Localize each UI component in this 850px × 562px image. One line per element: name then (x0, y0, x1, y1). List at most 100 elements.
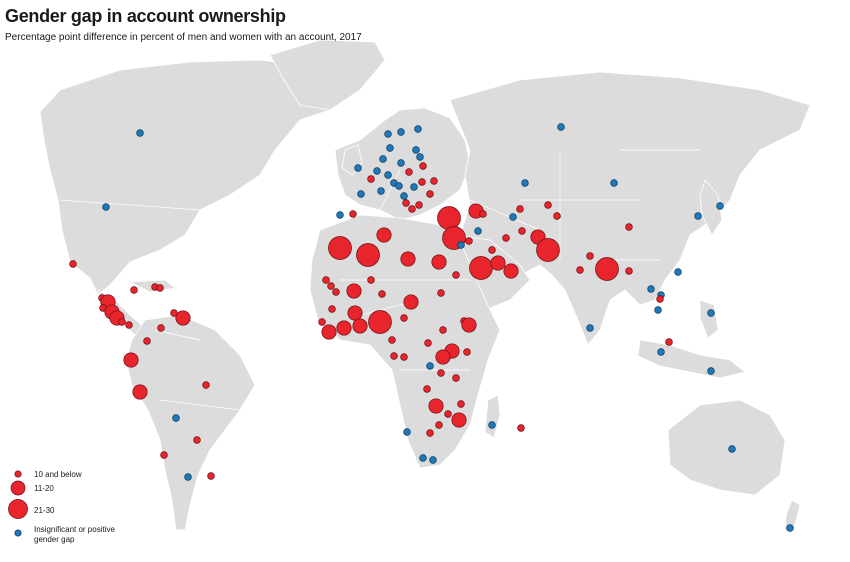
landmass-madagascar (484, 394, 501, 439)
country-marker-insignificant (694, 212, 702, 220)
country-marker-gap (321, 324, 337, 340)
country-marker-insignificant (707, 367, 715, 375)
country-marker-gap (452, 374, 460, 382)
country-marker-gap (461, 317, 477, 333)
country-marker-gap (451, 412, 467, 428)
country-marker-gap (207, 472, 215, 480)
country-marker-gap (415, 201, 423, 209)
country-marker-insignificant (395, 182, 403, 190)
country-marker-insignificant (354, 164, 362, 172)
landmass-south-america (125, 314, 256, 531)
country-marker-insignificant (647, 285, 655, 293)
country-marker-gap (439, 326, 447, 334)
country-marker-gap (428, 398, 444, 414)
country-marker-insignificant (728, 445, 736, 453)
country-marker-gap (118, 318, 126, 326)
country-marker-insignificant (707, 309, 715, 317)
landmass-philippines (699, 299, 719, 339)
country-marker-gap (193, 436, 201, 444)
country-marker-gap (424, 339, 432, 347)
country-marker-insignificant (557, 123, 565, 131)
country-marker-gap (123, 352, 139, 368)
country-marker-gap (435, 349, 451, 365)
country-marker-insignificant (397, 128, 405, 136)
legend-label-large: 21-30 (34, 506, 55, 515)
country-marker-insignificant (377, 187, 385, 195)
country-marker-gap (469, 256, 493, 280)
country-marker-insignificant (379, 155, 387, 163)
country-marker-gap (356, 243, 380, 267)
country-marker-insignificant (419, 454, 427, 462)
legend-swatch-small (14, 470, 22, 478)
country-marker-insignificant (386, 144, 394, 152)
country-marker-gap (347, 305, 363, 321)
country-marker-insignificant (474, 227, 482, 235)
country-marker-gap (390, 352, 398, 360)
country-marker-insignificant (136, 129, 144, 137)
country-marker-insignificant (373, 167, 381, 175)
legend-swatch-insignificant (14, 529, 22, 537)
country-marker-gap (156, 284, 164, 292)
country-marker-insignificant (414, 125, 422, 133)
legend: 10 and below 11-20 21-30 Insignificant o… (8, 470, 115, 544)
marker-layer (69, 123, 794, 532)
country-marker-gap (431, 254, 447, 270)
country-marker-gap (553, 212, 561, 220)
country-marker-gap (376, 227, 392, 243)
country-marker-gap (463, 348, 471, 356)
legend-label-insignificant-line2: gender gap (34, 535, 75, 544)
country-marker-gap (403, 294, 419, 310)
country-marker-gap (544, 201, 552, 209)
country-marker-gap (423, 385, 431, 393)
country-marker-gap (143, 337, 151, 345)
country-marker-insignificant (400, 192, 408, 200)
country-marker-insignificant (184, 473, 192, 481)
country-marker-gap (332, 288, 340, 296)
country-marker-gap (419, 162, 427, 170)
legend-label-small: 10 and below (34, 470, 82, 479)
map-subtitle: Percentage point difference in percent o… (5, 32, 362, 43)
country-marker-insignificant (357, 190, 365, 198)
landmass-australia (667, 399, 786, 496)
country-marker-gap (202, 381, 210, 389)
country-marker-gap (352, 318, 368, 334)
country-marker-gap (349, 210, 357, 218)
country-marker-insignificant (716, 202, 724, 210)
country-marker-insignificant (457, 241, 465, 249)
country-marker-gap (586, 252, 594, 260)
country-marker-gap (490, 255, 506, 271)
country-marker-gap (665, 338, 673, 346)
country-marker-insignificant (412, 146, 420, 154)
country-marker-gap (327, 282, 335, 290)
country-marker-gap (328, 236, 352, 260)
country-marker-insignificant (610, 179, 618, 187)
country-marker-insignificant (336, 211, 344, 219)
country-marker-gap (336, 320, 352, 336)
country-marker-gap (400, 353, 408, 361)
landmass-indonesia (637, 339, 746, 379)
landmass-asia (449, 71, 811, 346)
country-marker-gap (368, 310, 392, 334)
country-marker-gap (437, 369, 445, 377)
country-marker-gap (402, 199, 410, 207)
country-marker-gap (457, 400, 465, 408)
country-marker-gap (400, 314, 408, 322)
country-marker-insignificant (384, 130, 392, 138)
country-marker-gap (430, 177, 438, 185)
country-marker-gap (426, 429, 434, 437)
map-title: Gender gap in account ownership (5, 6, 286, 26)
country-marker-insignificant (509, 213, 517, 221)
country-marker-insignificant (416, 153, 424, 161)
country-marker-gap (518, 227, 526, 235)
country-marker-gap (435, 421, 443, 429)
country-marker-gap (157, 324, 165, 332)
country-marker-gap (517, 424, 525, 432)
country-marker-gap (536, 238, 560, 262)
country-marker-gap (516, 205, 524, 213)
country-marker-insignificant (410, 183, 418, 191)
country-marker-gap (130, 286, 138, 294)
landmass-japan (699, 179, 723, 236)
country-marker-gap (576, 266, 584, 274)
